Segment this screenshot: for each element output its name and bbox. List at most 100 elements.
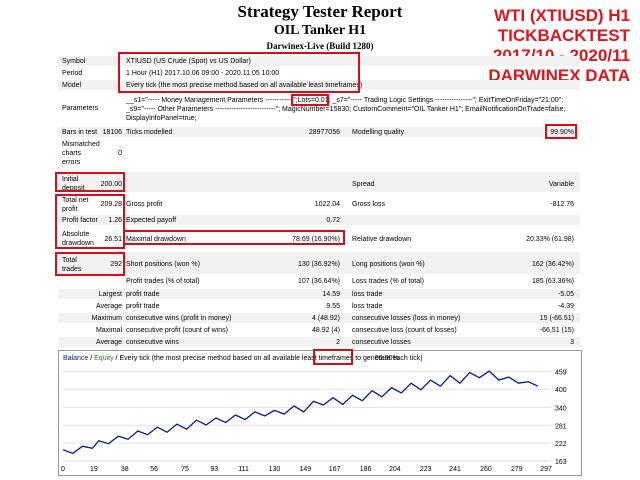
- row-bg: [58, 252, 580, 274]
- mclc-label: consecutive loss (count of losses): [352, 327, 457, 334]
- ticks-label: Ticks modelled: [126, 129, 173, 136]
- ea-name: OIL Tanker H1: [273, 23, 367, 38]
- acw-value: 2: [336, 339, 340, 346]
- ticks-value: 28977056: [308, 129, 340, 136]
- y-tick-label: 459: [555, 369, 567, 376]
- row-bg: [58, 172, 580, 192]
- params-line-1: __s1="----- Money Management Parameters …: [126, 96, 563, 105]
- average2-label: Average: [96, 339, 122, 346]
- mismatch-value: 0: [118, 150, 122, 157]
- reldd-label: Relative drawdown: [352, 236, 412, 243]
- acw-label: consecutive wins: [126, 339, 179, 346]
- x-tick-label: 223: [420, 466, 432, 473]
- average-label: Average: [96, 303, 122, 310]
- trades-value: 292: [110, 261, 122, 268]
- absdd-label-1: Absolute: [62, 231, 90, 238]
- x-tick-label: 167: [329, 466, 341, 473]
- model-value: Every tick (the most precise method base…: [126, 82, 363, 89]
- row-bg: [58, 337, 580, 347]
- netprofit-value: 209.28: [100, 201, 122, 208]
- mcw-value: 4 (48.92): [311, 315, 340, 322]
- ltrades-value: 185 (63.36%): [531, 278, 574, 285]
- x-tick-label: 149: [300, 466, 312, 473]
- highlight-total-trades: [55, 252, 125, 276]
- x-tick-label: 0: [61, 466, 65, 473]
- initial-label-2: deposit: [62, 185, 85, 192]
- mcl-value: 15 (-66.51): [539, 315, 574, 322]
- mcp-value: 48.92 (4): [311, 327, 340, 334]
- y-tick-label: 400: [555, 387, 567, 394]
- params-line-1b: ; _s7="----- Trading Logic Settings ----…: [328, 97, 564, 104]
- mcw-label: consecutive wins (profit in money): [126, 315, 232, 322]
- x-tick-label: 93: [210, 466, 218, 473]
- model-label: Model: [62, 82, 82, 89]
- report-title: Strategy Tester Report: [237, 2, 403, 21]
- lloss-value: -5.05: [558, 291, 574, 298]
- symbol-label: Symbol: [62, 58, 86, 65]
- long-value: 162 (36.42%): [531, 261, 574, 268]
- legend-sep: /: [88, 355, 95, 362]
- mismatch-label-2: charts: [62, 150, 82, 157]
- lprofit-label: profit trade: [126, 291, 160, 298]
- mismatch-label-3: errors: [62, 159, 81, 166]
- acl-value: 3: [570, 339, 574, 346]
- trades-label-2: trades: [62, 266, 82, 273]
- largest-label: Largest: [98, 291, 122, 298]
- maxdd-label: Maximal drawdown: [126, 236, 186, 243]
- mcp-label: consecutive profit (count of wins): [126, 327, 228, 334]
- aprofit-label: profit trade: [126, 303, 160, 310]
- server-name: Darwinex-Live (Build 1280): [266, 41, 374, 51]
- ptrades-label: Profit trades (% of total): [126, 278, 200, 285]
- overlay-caption: WTI (XTIUSD) H1 TICKBACKTEST 2017/10 - 2…: [420, 6, 630, 86]
- maximum-label: Maximum: [91, 315, 122, 322]
- params-lots: Lots=0.01: [297, 97, 329, 104]
- x-tick-label: 297: [540, 466, 552, 473]
- report-header: Strategy Tester Report OIL Tanker H1 Dar…: [170, 0, 470, 51]
- balance-line: [62, 370, 539, 455]
- grossprofit-label: Gross profit: [126, 201, 163, 208]
- y-tick-label: 163: [555, 459, 567, 466]
- chart-plot: 459 400 340 281 222 163 0 19 38 56 75 93 111 130 149 16…: [61, 369, 567, 473]
- overlay-line-1: WTI (XTIUSD) H1: [494, 6, 630, 25]
- x-tick-label: 56: [150, 466, 158, 473]
- ptrades-value: 107 (36.64%): [297, 278, 340, 285]
- long-label: Long positions (won %): [352, 261, 425, 268]
- legend-text: / Every tick (the most precise method ba…: [113, 355, 423, 362]
- x-tick-label: 38: [121, 466, 129, 473]
- x-tick-label: 186: [360, 466, 372, 473]
- legend-equity: Equity: [94, 355, 114, 362]
- lprofit-value: 14.59: [322, 291, 340, 298]
- bars-label: Bars in test: [62, 129, 98, 136]
- x-tick-label: 19: [90, 466, 98, 473]
- highlight-initial-deposit: [55, 172, 125, 192]
- grossloss-value: -812.76: [550, 201, 574, 208]
- params-line-1a: __s1="----- Money Management Parameters …: [126, 97, 298, 104]
- quality-label: Modelling quality: [352, 129, 405, 136]
- spread-label: Spread: [352, 181, 375, 188]
- balance-chart: Balance / Equity / Every tick (the most …: [58, 350, 582, 476]
- highlight-profit-block: [55, 194, 125, 249]
- y-tick-label: 281: [555, 423, 567, 430]
- short-label: Short positions (won %): [126, 261, 200, 268]
- spread-value: Variable: [548, 181, 574, 188]
- aloss-value: -4.39: [558, 303, 574, 310]
- highlight-symbol-period-model: [118, 52, 360, 93]
- bars-value: 18106: [102, 129, 122, 136]
- grossprofit-value: 1022.04: [314, 201, 340, 208]
- period-label: Period: [62, 70, 83, 77]
- mismatch-label-1: Mismatched: [62, 141, 100, 148]
- maxdd-value: 78.69 (16.90%): [292, 236, 340, 243]
- ltrades-label: Loss trades (% of total): [352, 278, 424, 285]
- aloss-label: loss trade: [352, 303, 383, 310]
- y-tick-label: 222: [555, 441, 567, 448]
- y-tick-label: 340: [555, 405, 567, 412]
- ep-label: Expected payoff: [126, 217, 177, 224]
- x-tick-label: 75: [181, 466, 189, 473]
- period-value: 1 Hour (H1) 2017.10.06 09:00 - 2020.11.0…: [126, 70, 280, 77]
- netprofit-label-1: Total net: [62, 197, 89, 204]
- pf-value: 1.26: [108, 217, 122, 224]
- row-bg: [58, 215, 580, 225]
- legend-balance: Balance: [63, 355, 89, 362]
- symbol-value: XTIUSD (US Crude (Spot) vs US Dollar): [126, 58, 251, 65]
- row-bg: [58, 289, 580, 299]
